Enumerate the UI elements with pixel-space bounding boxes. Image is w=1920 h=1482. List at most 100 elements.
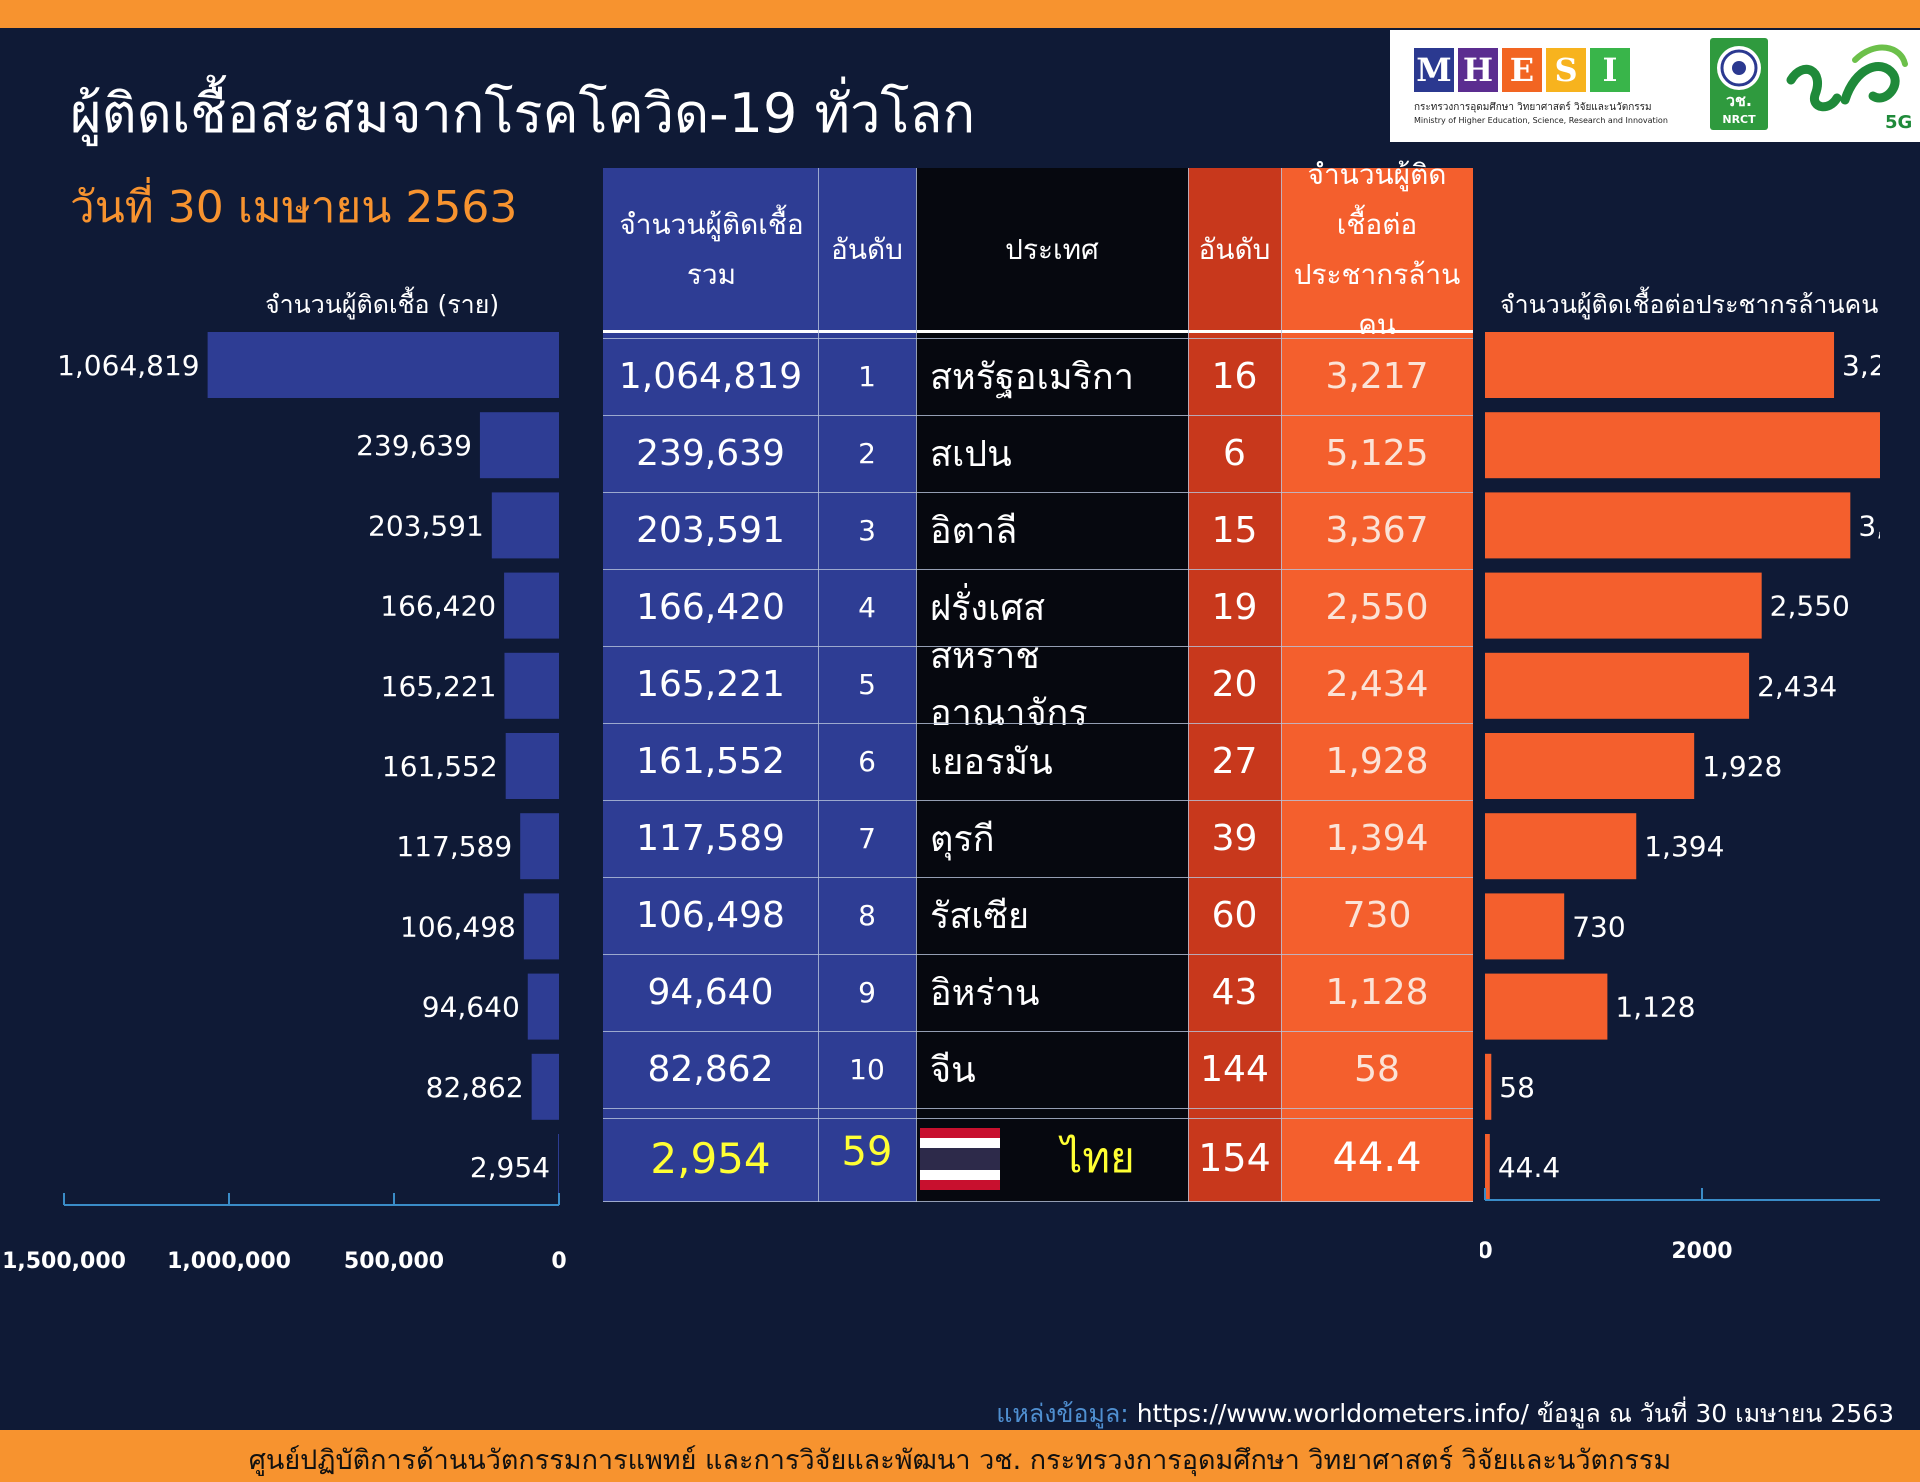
cell-rank-per-million: 16 (1211, 355, 1258, 397)
row-divider (603, 415, 1473, 416)
cell-rank: 10 (849, 1052, 885, 1086)
cell-country: สเปน (930, 433, 1012, 475)
right-bar (1485, 973, 1608, 1040)
cell-total: 166,420 (636, 586, 785, 628)
cell-per-million: 5,125 (1325, 432, 1429, 474)
wch-5g-badge: 5G (1885, 112, 1912, 133)
cell-country: รัสเซีย (930, 895, 1030, 937)
right-bar-label: 44.4 (1498, 1151, 1560, 1184)
thailand-rank-per-million: 154 (1198, 1136, 1271, 1180)
right-bar-label: 3,217 (1842, 349, 1880, 382)
right-x-tick-label: 2000 (1671, 1239, 1732, 1264)
cell-rank-per-million: 20 (1211, 663, 1258, 705)
column-divider (1281, 168, 1282, 1202)
thailand-flag-icon (920, 1128, 1000, 1190)
cell-total: 165,221 (636, 663, 785, 705)
right-bar (1485, 332, 1835, 398)
right-bar-label: 2,434 (1757, 670, 1837, 703)
left-bar (520, 813, 559, 880)
row-divider (603, 1031, 1473, 1032)
cell-per-million: 3,217 (1325, 355, 1429, 397)
row-divider (603, 877, 1473, 878)
cell-per-million: 2,434 (1325, 663, 1429, 705)
header-total: จำนวนผู้ติดเชื้อรวม (619, 208, 804, 291)
right-bar (1485, 733, 1695, 799)
left-x-tick-label: 1,000,000 (167, 1249, 291, 1274)
left-bar (491, 492, 559, 559)
col-bg-total (603, 168, 818, 1202)
logo-letter-e: E (1502, 48, 1542, 92)
logo-letter-s: S (1546, 48, 1586, 92)
right-bar (1485, 652, 1750, 719)
footer-bar: ศูนย์ปฏิบัติการด้านนวัตกรรมการแพทย์ และก… (0, 1430, 1920, 1482)
source-text: https://www.worldometers.info/ ข้อมูล ณ … (1136, 1399, 1894, 1428)
cell-per-million: 3,367 (1325, 509, 1429, 551)
right-bar-chart: 3,2175,1253,3672,5502,4341,9281,3947301,… (1480, 332, 1880, 1264)
col-bg-rank-pm (1188, 168, 1281, 1202)
cell-per-million: 2,550 (1325, 586, 1429, 628)
cell-rank: 5 (858, 667, 876, 701)
ministry-name-en: Ministry of Higher Education, Science, R… (1414, 116, 1668, 125)
row-divider (603, 492, 1473, 493)
col-bg-country (916, 168, 1188, 1202)
row-divider (603, 646, 1473, 647)
cell-per-million: 1,928 (1325, 740, 1429, 782)
row-divider (603, 723, 1473, 724)
left-bar-label: 1,064,819 (57, 349, 200, 382)
left-bar-label: 166,420 (380, 590, 496, 623)
nrct-th-text: วช. (1726, 91, 1752, 110)
right-bar-label: 1,128 (1615, 991, 1695, 1024)
col-bg-per-million (1281, 168, 1473, 1202)
cell-country: จีน (930, 1049, 976, 1091)
header-rank: อันดับ (831, 233, 903, 266)
cell-rank: 7 (858, 821, 876, 855)
cell-total: 94,640 (647, 971, 774, 1013)
cell-per-million: 1,394 (1325, 817, 1429, 859)
cell-rank: 1 (858, 359, 876, 393)
logo-letter-i: I (1590, 48, 1630, 92)
cell-total: 161,552 (636, 740, 785, 782)
cell-rank-per-million: 39 (1211, 817, 1258, 859)
left-bar-label: 161,552 (382, 750, 498, 783)
cell-rank: 4 (858, 590, 876, 624)
nrct-en-text: NRCT (1722, 113, 1756, 126)
cell-rank-per-million: 60 (1211, 894, 1258, 936)
left-bar (558, 1134, 559, 1200)
left-bar (207, 332, 559, 398)
cell-rank-per-million: 19 (1211, 586, 1258, 628)
cell-rank-per-million: 144 (1200, 1048, 1269, 1090)
column-divider (818, 168, 819, 1202)
left-bar-label: 106,498 (400, 910, 516, 943)
ranking-table: จำนวนผู้ติดเชื้อรวม อันดับ ประเทศ อันดับ… (603, 158, 1473, 1202)
header-per-million: จำนวนผู้ติดเชื้อต่อประชากรล้านคน (1293, 158, 1461, 341)
right-bar-label: 2,550 (1770, 590, 1850, 623)
left-bar (531, 1053, 559, 1120)
cell-rank-per-million: 27 (1211, 740, 1258, 782)
row-divider (603, 569, 1473, 570)
page-title: ผู้ติดเชื้อสะสมจากโรคโควิด-19 ทั่วโลก (70, 82, 976, 145)
thailand-rank: 59 (841, 1129, 893, 1175)
cell-per-million: 58 (1354, 1048, 1400, 1090)
right-bar-label: 3,367 (1858, 509, 1880, 542)
cell-total: 1,064,819 (618, 355, 803, 397)
footer-text: ศูนย์ปฏิบัติการด้านนวัตกรรมการแพทย์ และก… (248, 1445, 1672, 1476)
column-divider (1188, 168, 1189, 1202)
left-x-tick-label: 500,000 (344, 1249, 444, 1274)
cell-country: เยอรมัน (930, 741, 1053, 783)
left-bar-label: 165,221 (381, 670, 497, 703)
nrct-seal-icon: วช. NRCT (1710, 38, 1768, 130)
cell-rank: 8 (858, 898, 876, 932)
left-bar-label: 2,954 (470, 1151, 550, 1184)
right-bar (1485, 492, 1851, 559)
right-bar (1485, 893, 1565, 960)
logo-letter-m: M (1414, 48, 1454, 92)
left-bar-label: 239,639 (356, 429, 472, 462)
left-bar-label: 94,640 (422, 991, 520, 1024)
cell-rank-per-million: 15 (1211, 509, 1258, 551)
page-subtitle: วันที่ 30 เมษายน 2563 (70, 182, 518, 233)
thailand-total: 2,954 (650, 1133, 771, 1183)
wch-5g-logo-icon: 5G (1786, 44, 1912, 133)
left-bar (505, 733, 559, 799)
row-divider (603, 1108, 1473, 1109)
right-bar (1485, 572, 1762, 639)
